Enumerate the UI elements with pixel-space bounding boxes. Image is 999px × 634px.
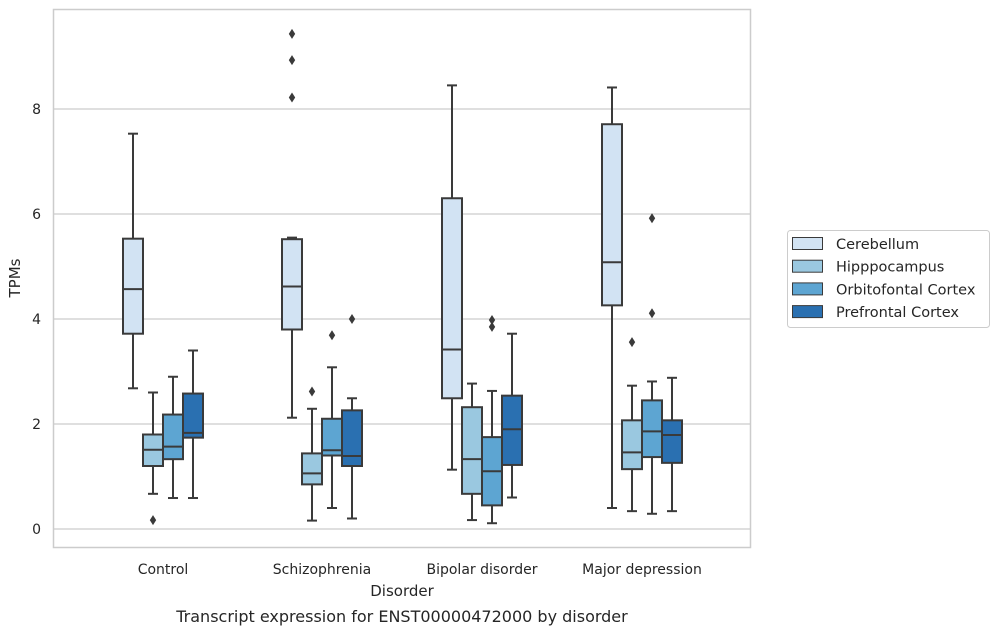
outlier-point xyxy=(149,515,157,526)
outlier-point xyxy=(328,330,336,341)
boxes xyxy=(122,28,683,526)
box-orbitofontal-cortex xyxy=(162,375,184,500)
x-tick-label: Bipolar disorder xyxy=(426,562,537,578)
chart-caption: Transcript expression for ENST0000047200… xyxy=(175,607,628,626)
legend-swatch xyxy=(792,282,823,296)
iqr-box xyxy=(621,419,643,471)
outlier-point xyxy=(348,314,356,324)
box-prefrontal-cortex xyxy=(182,349,204,500)
outlier-point xyxy=(288,92,296,103)
box-hipppocampus xyxy=(461,382,483,522)
outlier-point xyxy=(648,308,656,319)
legend: Cerebellum Hipppocampus Orbitofontal Corte… xyxy=(787,230,990,328)
iqr-box xyxy=(641,399,663,459)
y-tick-label: 2 xyxy=(32,417,41,433)
legend-swatch xyxy=(792,305,823,319)
iqr-box xyxy=(661,419,683,464)
y-tick-labels: 0 2 4 6 8 xyxy=(32,102,41,538)
box-prefrontal-cortex xyxy=(341,314,363,520)
plot-area-frame xyxy=(52,8,752,549)
outlier-point xyxy=(628,337,636,348)
iqr-box xyxy=(461,406,483,495)
iqr-box xyxy=(281,238,303,331)
iqr-box xyxy=(162,413,184,461)
y-axis-label: TPMs xyxy=(6,258,24,298)
box-orbitofontal-cortex xyxy=(481,315,503,525)
legend-items: Cerebellum Hipppocampus Orbitofontal Corte… xyxy=(792,237,976,321)
outlier-point xyxy=(288,55,296,66)
outlier-point xyxy=(488,321,496,332)
x-tick-label: Major depression xyxy=(582,562,702,578)
outlier-point xyxy=(308,386,316,397)
iqr-box xyxy=(301,452,323,486)
iqr-box xyxy=(501,394,523,466)
x-axis-label: Disorder xyxy=(370,582,434,600)
box-prefrontal-cortex xyxy=(661,376,683,513)
legend-frame xyxy=(787,230,990,328)
box-prefrontal-cortex xyxy=(501,332,523,499)
x-tick-label: Schizophrenia xyxy=(273,562,371,578)
legend-swatch xyxy=(792,259,823,273)
box-cerebellum xyxy=(601,86,623,509)
box-cerebellum xyxy=(281,28,303,419)
iqr-box xyxy=(341,409,363,468)
box-hipppocampus xyxy=(621,337,643,513)
legend-label: Prefrontal Cortex xyxy=(836,305,959,321)
iqr-box xyxy=(601,123,623,307)
box-orbitofontal-cortex xyxy=(641,213,663,515)
box-hipppocampus xyxy=(142,391,164,526)
x-tick-labels: Control Schizophrenia Bipolar disorder Majo… xyxy=(138,562,702,578)
box-cerebellum xyxy=(441,84,463,471)
iqr-box xyxy=(441,197,463,400)
box-cerebellum xyxy=(122,132,144,390)
legend-swatch xyxy=(792,237,823,250)
y-tick-label: 0 xyxy=(32,522,41,538)
box-orbitofontal-cortex xyxy=(321,330,343,509)
outlier-point xyxy=(488,315,496,326)
x-tick-label: Control xyxy=(138,562,189,578)
iqr-box xyxy=(182,392,204,439)
legend-label: Orbitofontal Cortex xyxy=(836,282,976,298)
outlier-point xyxy=(648,213,656,224)
legend-label: Hipppocampus xyxy=(836,260,944,276)
y-tick-label: 8 xyxy=(32,102,41,118)
iqr-box xyxy=(122,237,144,335)
y-tick-label: 6 xyxy=(32,207,41,223)
outlier-point xyxy=(288,28,296,39)
legend-label: Cerebellum xyxy=(836,237,919,253)
y-tick-label: 4 xyxy=(32,312,41,328)
box-hipppocampus xyxy=(301,386,323,522)
